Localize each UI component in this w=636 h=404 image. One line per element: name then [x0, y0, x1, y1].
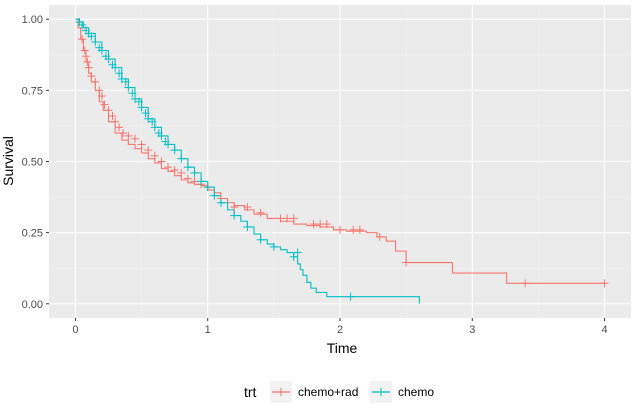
censor-mark [84, 63, 93, 72]
censor-mark [108, 111, 117, 120]
censor-mark [148, 117, 157, 126]
censor-mark [521, 279, 530, 288]
censor-mark [269, 242, 278, 251]
censor-mark [137, 103, 146, 112]
censor-mark [82, 52, 91, 61]
censor-mark [100, 100, 109, 109]
censor-mark [183, 163, 192, 172]
censor-mark [197, 177, 206, 186]
x-tick-label: 0 [72, 324, 78, 336]
legend-item: chemo+rad [270, 381, 358, 403]
censor-mark [164, 163, 173, 172]
y-tick-label: 0.50 [22, 157, 43, 169]
censor-mark [124, 131, 133, 140]
x-tick-label: 2 [337, 324, 343, 336]
x-axis: 0 1 2 3 4 [72, 318, 608, 336]
censor-mark [289, 214, 298, 223]
censor-mark [91, 77, 100, 86]
censor-mark [150, 123, 159, 132]
censor-mark [91, 37, 100, 46]
legend-label: chemo+rad [298, 385, 358, 399]
censor-mark [104, 55, 113, 64]
censor-mark [293, 248, 302, 257]
y-tick-label: 0.00 [22, 299, 43, 311]
censor-mark [170, 146, 179, 155]
censor-mark [111, 117, 120, 126]
censor-mark [78, 35, 87, 44]
censor-marks [75, 18, 609, 301]
censor-mark [210, 191, 219, 200]
legend: trt chemo+rad chemo [244, 381, 434, 403]
censor-mark [177, 154, 186, 163]
y-axis: 0.00 0.25 0.50 0.75 1.00 [22, 14, 49, 311]
censor-mark [243, 222, 252, 231]
censor-mark [130, 134, 139, 143]
censor-mark [600, 279, 609, 288]
censor-mark [256, 208, 265, 217]
censor-mark [97, 46, 106, 55]
censor-mark [87, 72, 96, 81]
y-tick-label: 0.25 [22, 228, 43, 240]
censor-mark [111, 63, 120, 72]
censor-mark [375, 232, 384, 241]
x-axis-title: Time [327, 340, 358, 356]
censor-mark [289, 252, 298, 261]
censor-mark [104, 106, 113, 115]
censor-mark [150, 151, 159, 160]
censor-mark [164, 140, 173, 149]
censor-mark [190, 168, 199, 177]
censor-mark [216, 198, 225, 207]
censor-mark [177, 168, 186, 177]
censor-mark [80, 46, 89, 55]
censor-mark [170, 166, 179, 175]
y-axis-title: Survival [0, 136, 16, 186]
censor-mark [230, 203, 239, 212]
x-tick-label: 1 [205, 324, 211, 336]
censor-mark [83, 57, 92, 66]
censor-mark [230, 211, 239, 220]
censor-mark [87, 32, 96, 41]
censor-mark [243, 203, 252, 212]
censor-mark [119, 129, 128, 138]
censor-mark [402, 258, 411, 267]
censor-mark [115, 123, 124, 132]
censor-mark [144, 146, 153, 155]
censor-mark [355, 225, 364, 234]
censor-mark [78, 20, 87, 29]
censor-mark [203, 183, 212, 192]
censor-mark [97, 92, 106, 101]
legend-title: trt [244, 384, 257, 400]
legend-label: chemo [398, 385, 434, 399]
censor-mark [115, 69, 124, 78]
censor-mark [336, 225, 344, 234]
censor-mark [157, 157, 166, 166]
censor-mark [128, 89, 137, 98]
y-tick-label: 0.75 [22, 85, 43, 97]
censor-mark [95, 86, 104, 95]
y-tick-label: 1.00 [22, 14, 43, 26]
censor-mark [141, 109, 150, 118]
censor-mark [346, 292, 355, 301]
censor-mark [124, 83, 133, 92]
censor-mark [256, 235, 265, 244]
censor-mark [157, 131, 166, 140]
censor-mark [183, 174, 192, 183]
censor-mark [134, 97, 143, 106]
x-tick-label: 4 [601, 324, 607, 336]
censor-mark [121, 77, 130, 86]
censor-mark [137, 140, 146, 149]
censor-mark [322, 220, 331, 229]
x-tick-label: 3 [469, 324, 475, 336]
legend-item: chemo [370, 381, 434, 403]
